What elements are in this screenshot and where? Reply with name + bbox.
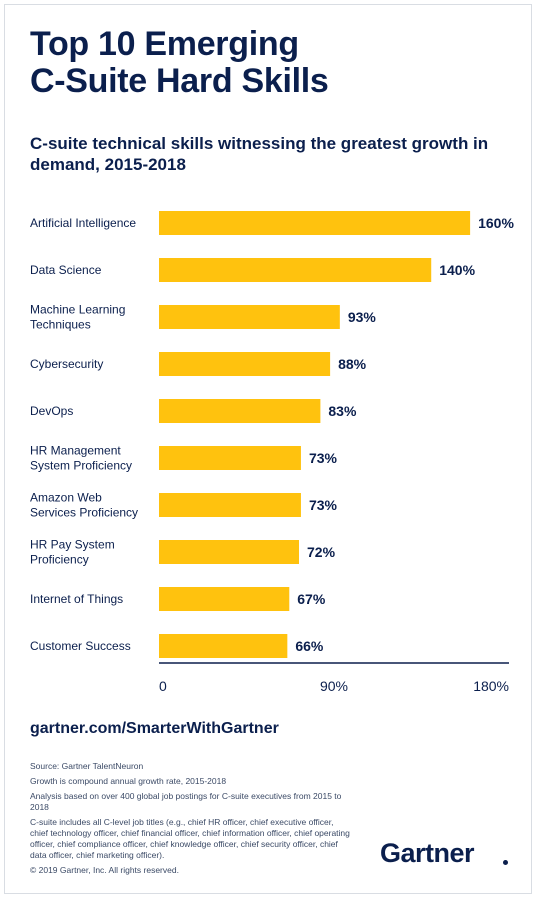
infographic-frame: [4, 4, 532, 894]
value-label: 67%: [297, 591, 326, 607]
value-label: 88%: [338, 356, 367, 372]
titles-note: C-suite includes all C-level job titles …: [30, 817, 350, 860]
value-label: 73%: [309, 497, 338, 513]
page-title: Top 10 Emerging C-Suite Hard Skills: [30, 26, 329, 100]
value-label: 72%: [307, 544, 336, 560]
bar: [159, 587, 290, 611]
title-line-2: C-Suite Hard Skills: [30, 62, 329, 100]
category-label: DevOps: [30, 404, 73, 418]
category-label: Artificial Intelligence: [30, 216, 136, 230]
title-line-1: Top 10 Emerging: [30, 25, 299, 63]
bar: [159, 258, 432, 282]
bar: [159, 399, 321, 423]
bar: [159, 211, 471, 235]
footnotes: Source: Gartner TalentNeuron Growth is c…: [30, 761, 350, 880]
chart-title: C-suite technical skills witnessing the …: [30, 134, 489, 174]
bar: [159, 540, 299, 564]
growth-note: Growth is compound annual growth rate, 2…: [30, 776, 227, 786]
website-link[interactable]: gartner.com/SmarterWithGartner: [30, 720, 279, 737]
copyright-note: © 2019 Gartner, Inc. All rights reserved…: [30, 865, 179, 875]
x-tick-label: 90%: [320, 678, 348, 694]
category-label: Machine Learning Techniques: [30, 303, 125, 332]
logo-dot: [503, 860, 508, 865]
category-label: Data Science: [30, 263, 102, 277]
gartner-logo: Gartner: [380, 838, 475, 868]
category-label: HR Pay System Proficiency: [30, 538, 115, 567]
category-label: Amazon Web Services Proficiency: [30, 491, 138, 520]
bar: [159, 446, 301, 470]
bar: [159, 352, 331, 376]
value-label: 73%: [309, 450, 338, 466]
bar: [159, 493, 301, 517]
category-label: Cybersecurity: [30, 357, 103, 371]
x-tick-label: 180%: [473, 678, 509, 694]
category-label: HR Management System Proficiency: [30, 444, 132, 473]
category-label: Internet of Things: [30, 592, 123, 606]
x-tick-label: 0: [159, 678, 167, 694]
value-label: 66%: [295, 638, 324, 654]
source-note: Source: Gartner TalentNeuron: [30, 761, 144, 771]
analysis-note: Analysis based on over 400 global job po…: [30, 791, 342, 812]
bar: [159, 305, 340, 329]
value-label: 160%: [478, 215, 514, 231]
bar-chart: Artificial Intelligence 160% Data Science 1…: [30, 211, 514, 694]
category-label: Customer Success: [30, 639, 131, 653]
value-label: 140%: [439, 262, 475, 278]
value-label: 93%: [348, 309, 377, 325]
value-label: 83%: [328, 403, 357, 419]
bar: [159, 634, 288, 658]
